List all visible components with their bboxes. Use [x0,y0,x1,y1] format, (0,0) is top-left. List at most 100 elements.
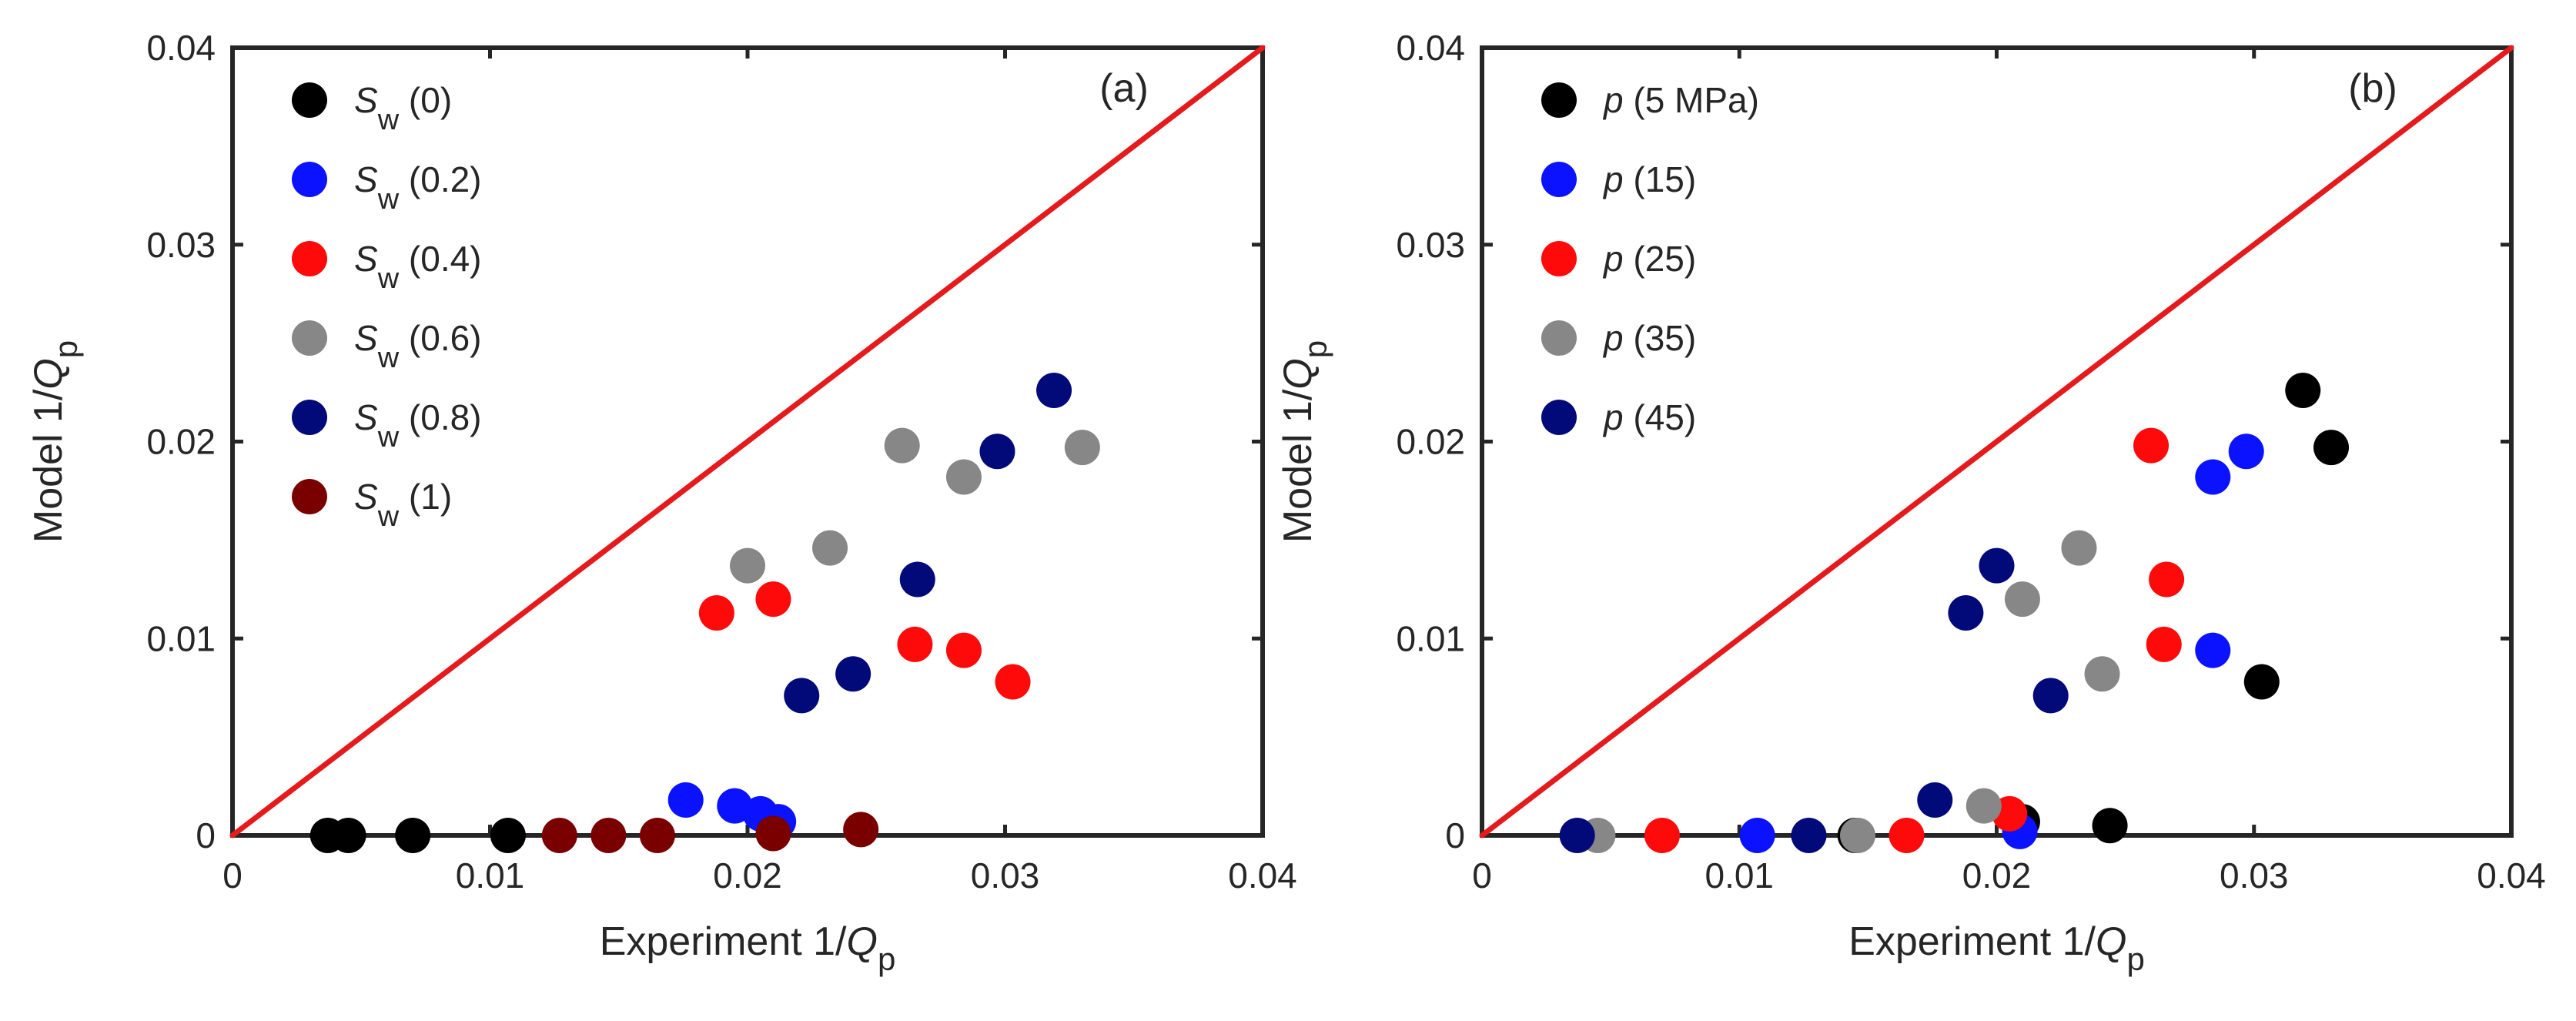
data-point [730,547,765,584]
legend-marker [1541,162,1577,197]
legend: p (5 MPa) p (15) p (25) p (35) p (45) [1541,80,1759,437]
x-axis-label: Experiment 1/Qp [600,919,896,977]
data-point [2032,678,2069,714]
data-point [2313,430,2350,466]
legend-marker [292,162,327,197]
data-point [2228,434,2264,470]
y-tick-label: 0.04 [1396,28,1465,68]
x-tick-label: 0.04 [1228,855,1297,895]
series-2 [1739,434,2264,853]
data-point [979,434,1015,470]
legend-label: Sw (0.8) [354,397,482,454]
data-point [755,581,791,618]
legend-label: p (35) [1602,318,1696,358]
data-point [639,818,675,853]
legend-label: Sw (0.4) [354,239,482,295]
data-point [1840,818,1876,853]
data-point [2061,530,2097,566]
legend-label: Sw (0.6) [354,318,482,374]
data-point [2149,561,2185,598]
panel-label: (a) [1099,66,1149,111]
data-point [698,595,734,631]
panel-a: 0 0.01 0.02 0.03 0.04 0 0.01 0.02 0.03 0.04 Sw (0)… [26,28,1297,977]
x-tick-label: 0.01 [456,855,525,895]
panel-label: (b) [2348,66,2397,111]
data-point [835,656,871,692]
legend-marker [292,241,327,276]
data-point [2285,373,2321,409]
x-tick-label: 0.02 [1962,855,2032,895]
data-point [1559,818,1595,853]
legend-marker [292,400,327,435]
legend-marker [292,479,327,514]
series-3 [1644,427,2185,853]
legend-marker [1541,400,1577,435]
data-point [945,459,982,495]
one-to-one-line [229,45,1266,839]
one-to-one-line [1479,45,2514,839]
data-point [2133,427,2170,464]
y-tick-label: 0.02 [146,422,216,462]
legend: Sw (0) Sw (0.2) Sw (0.4) Sw (0.6) Sw (0.8) Sw… [292,80,482,533]
data-point [755,815,791,852]
y-axis-label: Model 1/Qp [1276,340,1333,543]
data-point [2084,656,2120,692]
data-point [1917,782,1953,818]
series-1 [309,818,526,853]
y-tick-label: 0.03 [146,225,216,265]
data-point [1791,818,1827,853]
legend-marker [1541,320,1577,356]
data-point [2243,664,2280,700]
panel-b: 0 0.01 0.02 0.03 0.04 0 0.01 0.02 0.03 0.04 p (5 M… [1276,28,2546,977]
data-point [2004,581,2040,618]
series-1 [1837,373,2350,853]
legend-label: p (5 MPa) [1602,80,1759,120]
data-point [995,664,1031,700]
y-tick-label: 0.02 [1396,422,1465,462]
data-point [812,530,848,566]
x-tick-label: 0.04 [2477,855,2546,895]
legend-label: Sw (0) [354,80,452,136]
y-tick-label: 0 [196,815,216,855]
data-point [2195,632,2231,668]
legend-marker [292,320,327,356]
x-tick-label: 0.01 [1705,855,1774,895]
legend-marker [292,82,327,118]
y-tick-label: 0.04 [146,28,216,68]
legend-marker [1541,82,1577,118]
legend-label: Sw (0.2) [354,159,482,216]
data-point [667,782,704,818]
data-point [1644,818,1680,853]
legend-label: p (25) [1602,239,1696,279]
data-point [884,427,920,464]
x-tick-label: 0.03 [971,855,1040,895]
y-tick-label: 0.03 [1396,225,1465,265]
data-point [899,561,935,598]
data-point [2092,808,2128,844]
data-point [945,632,982,668]
data-point [395,818,431,853]
data-point [590,818,627,853]
data-point [1036,373,1072,409]
data-point [541,818,577,853]
series-3 [698,581,1031,700]
data-point [330,818,366,853]
y-axis-label: Model 1/Qp [26,340,84,543]
data-point [1064,430,1100,466]
x-axis-label: Experiment 1/Qp [1848,919,2145,977]
data-point [784,678,820,714]
x-tick-label: 0.03 [2220,855,2289,895]
data-point [490,818,526,853]
data-point [1965,788,2002,824]
data-point [1979,547,2015,584]
legend-label: p (15) [1602,159,1696,199]
data-point [897,626,933,662]
legend-label: Sw (1) [354,477,452,533]
data-point [1948,595,1984,631]
x-tick-label: 0 [222,855,243,895]
y-tick-label: 0.01 [1396,618,1465,658]
legend-marker [1541,241,1577,276]
data-point [2146,626,2182,662]
y-tick-label: 0.01 [146,618,216,658]
data-point [1889,818,1925,853]
